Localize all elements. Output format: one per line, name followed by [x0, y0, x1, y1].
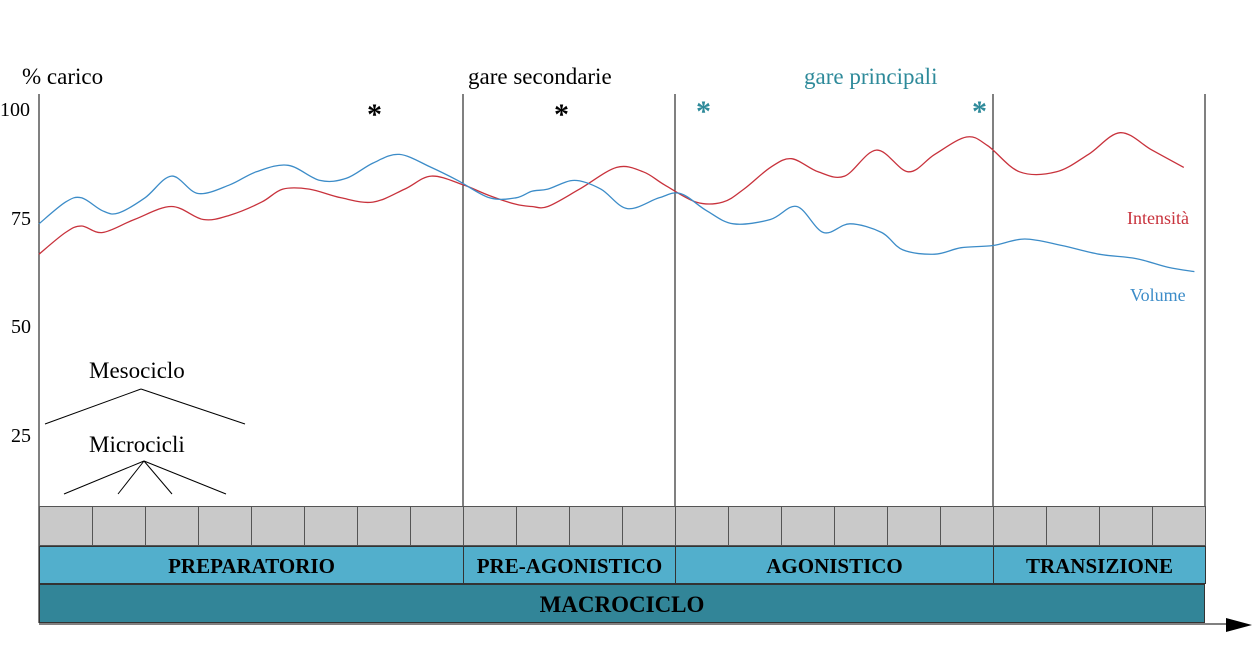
week-cell [304, 506, 358, 546]
microcicli-branch [143, 460, 173, 495]
y-tick-label: 100 [0, 99, 30, 121]
series-lines [38, 132, 1195, 273]
y-tick-label: 50 [11, 316, 31, 338]
phase-preparatorio: PREPARATORIO [39, 546, 464, 584]
cycle-tree [44, 388, 246, 495]
microcicli-label: Microcicli [89, 432, 185, 457]
week-cell [834, 506, 888, 546]
phase-pre-agonistico: PRE-AGONISTICO [463, 546, 676, 584]
week-cell [887, 506, 941, 546]
week-cell [198, 506, 252, 546]
intensita-line [38, 132, 1185, 255]
week-cell [92, 506, 146, 546]
phase-dividers [462, 94, 1206, 546]
week-cell [728, 506, 782, 546]
race-marker: * [972, 95, 987, 128]
race-marker: * [696, 95, 711, 128]
gare-secondarie-label: gare secondarie [468, 64, 612, 89]
mesociclo-branch [140, 388, 246, 425]
x-axis-arrow [1226, 618, 1252, 632]
week-cell [39, 506, 93, 546]
series-label-volume: Volume [1130, 285, 1186, 305]
race-marker: * [554, 98, 569, 131]
week-cell [1099, 506, 1153, 546]
microcicli-branch [143, 460, 227, 495]
week-cell [516, 506, 570, 546]
y-tick-label: 25 [11, 424, 31, 447]
week-cell [1152, 506, 1206, 546]
week-cell [410, 506, 464, 546]
series-label-intensita: Intensità [1127, 208, 1189, 228]
week-cell [145, 506, 199, 546]
week-cell [251, 506, 305, 546]
week-cell [463, 506, 517, 546]
week-cell [569, 506, 623, 546]
gare-principali-label: gare principali [804, 64, 938, 89]
phase-agonistico: AGONISTICO [675, 546, 994, 584]
microcicli-branch [63, 460, 145, 495]
week-cell [357, 506, 411, 546]
week-cell [993, 506, 1047, 546]
mesociclo-label: Mesociclo [89, 358, 185, 383]
y-axis-title: % carico [22, 64, 104, 89]
y-tick-label: 75 [11, 207, 31, 230]
race-marker: * [367, 98, 382, 131]
week-cell [940, 506, 994, 546]
week-cell [675, 506, 729, 546]
mesociclo-branch [44, 388, 142, 425]
week-cell [1046, 506, 1100, 546]
phase-transizione: TRANSIZIONE [993, 546, 1206, 584]
week-cell [781, 506, 835, 546]
volume-line [38, 153, 1195, 273]
macrociclo-bar: MACROCICLO [39, 584, 1205, 623]
week-cell [622, 506, 676, 546]
microcicli-branch [117, 460, 145, 495]
